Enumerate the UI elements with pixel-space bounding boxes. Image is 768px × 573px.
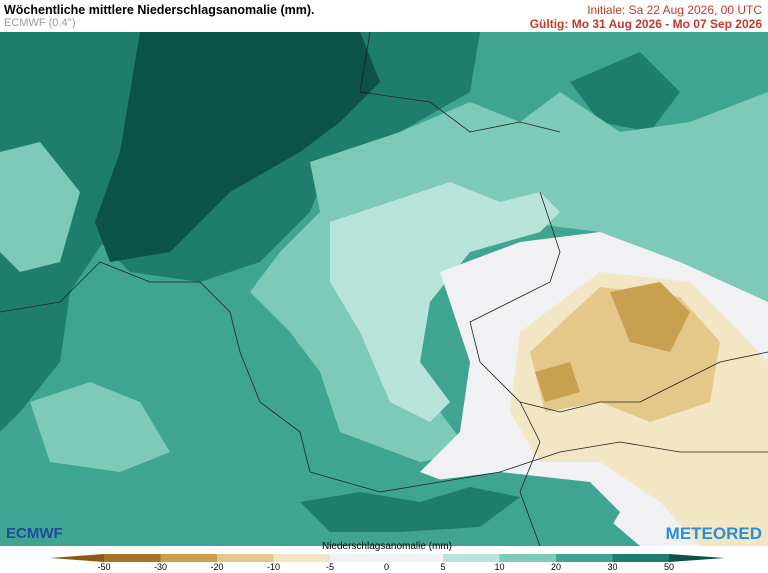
legend-tick-label: -30 [154, 562, 167, 572]
region [535, 362, 580, 402]
legend-tick-label: 30 [607, 562, 617, 572]
valid-time: Gültig: Mo 31 Aug 2026 - Mo 07 Sep 2026 [529, 17, 762, 31]
region [610, 282, 690, 352]
legend-swatch [273, 554, 331, 562]
meteored-logo: METEORED [666, 524, 762, 543]
map [0, 32, 768, 546]
region [570, 52, 680, 132]
legend-tick-label: 5 [440, 562, 445, 572]
legend-tick-label: -50 [97, 562, 110, 572]
legend-arrow [50, 554, 104, 562]
logos: ECMWF METEORED [6, 524, 762, 543]
initial-time: Initiale: Sa 22 Aug 2026, 00 UTC [587, 3, 762, 17]
legend-swatch [330, 554, 387, 562]
region [300, 487, 520, 532]
legend-swatch [499, 554, 557, 562]
title: Wöchentliche mittlere Niederschlagsanoma… [4, 3, 315, 17]
region [95, 32, 380, 262]
legend-title: Niederschlagsanomalie (mm) [322, 541, 452, 552]
legend-tick-label: -5 [326, 562, 334, 572]
legend-tick-label: 20 [551, 562, 561, 572]
legend-arrow [669, 554, 725, 562]
legend-swatch [104, 554, 161, 562]
ecmwf-logo: ECMWF [6, 525, 63, 542]
legend-swatch [612, 554, 670, 562]
legend-swatch [556, 554, 613, 562]
region [30, 382, 170, 472]
borders [0, 32, 768, 546]
legend-tick-label: 10 [494, 562, 504, 572]
legend: Niederschlagsanomalie (mm) -50 -30 -20 -10-… [50, 541, 725, 572]
legend-tick-label: -20 [210, 562, 223, 572]
legend-swatch [217, 554, 274, 562]
region [330, 182, 560, 422]
legend-tick-label: 0 [384, 562, 389, 572]
region [0, 32, 140, 432]
region [0, 142, 80, 272]
legend-tick-label: 50 [664, 562, 674, 572]
legend-swatch [443, 554, 500, 562]
legend-swatch [386, 554, 444, 562]
legend-swatch [160, 554, 218, 562]
model: ECMWF (0.4°) [4, 17, 76, 29]
legend-tick-label: -10 [267, 562, 280, 572]
